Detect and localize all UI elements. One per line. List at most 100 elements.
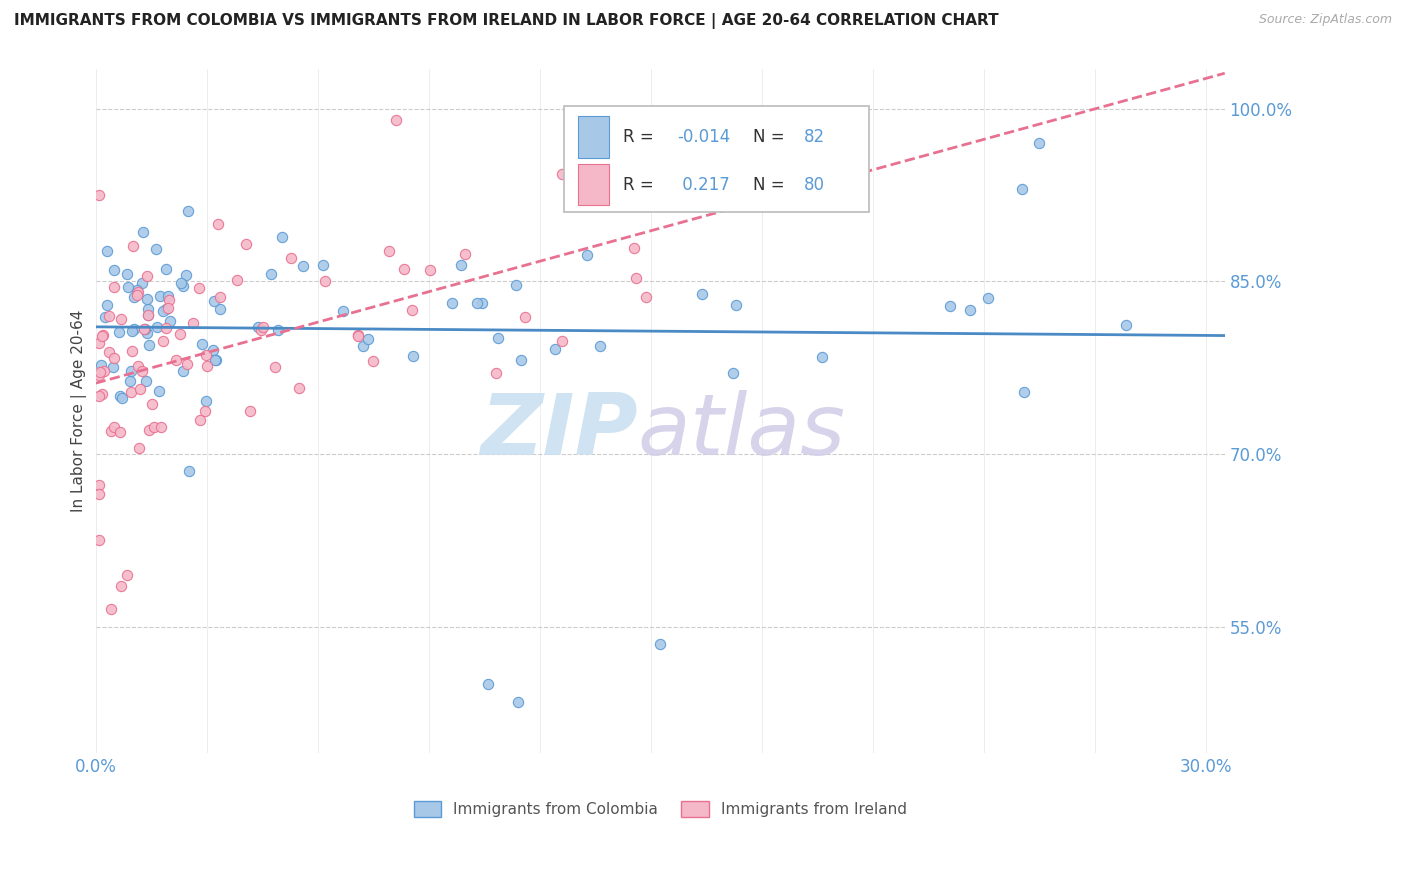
- Point: [89, 368, 111, 383]
- Point: [280, 252, 302, 266]
- Point: [120, 374, 142, 388]
- Point: [401, 302, 423, 317]
- Point: [172, 364, 194, 378]
- Point: [120, 364, 142, 378]
- Point: [402, 349, 425, 363]
- Point: [108, 425, 131, 439]
- Point: [378, 244, 401, 258]
- Point: [510, 353, 533, 368]
- Point: [260, 268, 283, 282]
- Point: [136, 308, 159, 322]
- Point: [142, 419, 165, 434]
- Point: [634, 290, 657, 304]
- Point: [235, 236, 257, 251]
- Point: [477, 677, 499, 691]
- Point: [121, 324, 143, 338]
- Point: [120, 385, 142, 400]
- Point: [103, 280, 125, 294]
- Point: [202, 343, 225, 357]
- Point: [312, 258, 335, 272]
- Point: [138, 423, 160, 437]
- Point: [89, 389, 111, 403]
- Point: [291, 259, 314, 273]
- Point: [575, 248, 598, 262]
- Point: [589, 339, 612, 353]
- Point: [134, 322, 156, 336]
- Point: [131, 364, 153, 378]
- Point: [225, 273, 247, 287]
- Point: [131, 225, 153, 239]
- Point: [127, 359, 149, 373]
- Point: [97, 309, 120, 323]
- Point: [91, 387, 114, 401]
- Point: [155, 320, 177, 334]
- Legend: Immigrants from Colombia, Immigrants from Ireland: Immigrants from Colombia, Immigrants fro…: [408, 795, 912, 823]
- Point: [135, 292, 157, 306]
- Point: [465, 295, 488, 310]
- Point: [121, 238, 143, 252]
- Point: [157, 289, 180, 303]
- Point: [550, 334, 572, 349]
- Point: [89, 335, 111, 350]
- Text: 82: 82: [804, 128, 825, 146]
- Point: [550, 167, 572, 181]
- Point: [626, 271, 648, 285]
- Point: [939, 299, 962, 313]
- Point: [1115, 318, 1137, 332]
- Point: [976, 291, 998, 305]
- Point: [103, 351, 125, 365]
- Point: [128, 383, 150, 397]
- Point: [91, 329, 114, 343]
- Point: [89, 487, 111, 501]
- Point: [1028, 136, 1050, 151]
- Point: [98, 345, 121, 359]
- Point: [91, 328, 114, 343]
- Point: [721, 366, 744, 380]
- Point: [115, 267, 138, 281]
- Text: R =: R =: [623, 176, 659, 194]
- Point: [136, 269, 159, 284]
- Point: [385, 113, 408, 128]
- Text: N =: N =: [752, 128, 790, 146]
- Point: [136, 308, 159, 322]
- Point: [252, 320, 274, 334]
- Point: [103, 420, 125, 434]
- Point: [352, 338, 374, 352]
- Point: [93, 364, 115, 378]
- Point: [93, 310, 115, 324]
- Point: [117, 568, 139, 582]
- Point: [127, 285, 149, 299]
- Point: [155, 301, 177, 316]
- Point: [117, 280, 139, 294]
- Point: [165, 353, 187, 368]
- Point: [288, 381, 311, 395]
- Point: [152, 334, 174, 349]
- Text: -0.014: -0.014: [678, 128, 730, 146]
- Point: [131, 277, 153, 291]
- Point: [347, 328, 370, 343]
- Point: [205, 352, 228, 367]
- Point: [177, 464, 200, 478]
- Point: [183, 316, 205, 330]
- Point: [347, 329, 370, 343]
- Text: N =: N =: [752, 176, 790, 194]
- Point: [207, 217, 229, 231]
- Text: IMMIGRANTS FROM COLOMBIA VS IMMIGRANTS FROM IRELAND IN LABOR FORCE | AGE 20-64 C: IMMIGRANTS FROM COLOMBIA VS IMMIGRANTS F…: [14, 13, 998, 29]
- Text: Source: ZipAtlas.com: Source: ZipAtlas.com: [1258, 13, 1392, 27]
- Point: [508, 694, 530, 708]
- Point: [135, 374, 157, 388]
- Point: [89, 533, 111, 548]
- Point: [194, 394, 217, 409]
- Point: [103, 262, 125, 277]
- Point: [543, 342, 565, 356]
- Point: [174, 268, 197, 282]
- Y-axis label: In Labor Force | Age 20-64: In Labor Force | Age 20-64: [72, 310, 87, 512]
- Point: [149, 289, 172, 303]
- Point: [188, 413, 211, 427]
- Text: atlas: atlas: [637, 390, 845, 473]
- Point: [363, 354, 385, 368]
- Point: [170, 277, 193, 291]
- Point: [471, 296, 494, 310]
- Point: [419, 262, 441, 277]
- Bar: [578, 164, 609, 205]
